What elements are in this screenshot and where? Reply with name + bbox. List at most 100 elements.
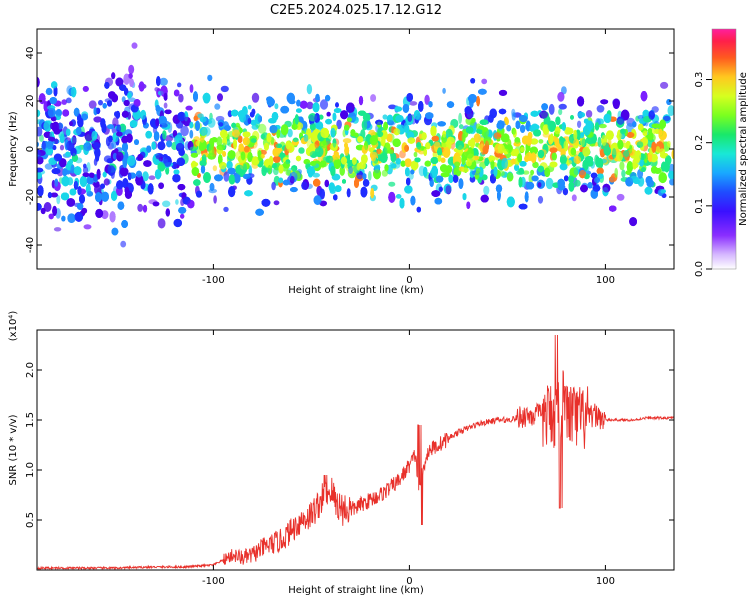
heatmap-cell xyxy=(332,112,337,122)
heatmap-cell xyxy=(148,175,156,180)
heatmap-cell xyxy=(176,142,185,152)
heatmap-cell xyxy=(180,213,185,219)
heatmap-cell xyxy=(220,129,228,139)
heatmap-cell xyxy=(157,141,166,151)
heatmap-cell xyxy=(346,188,351,198)
heatmap-cell xyxy=(171,161,178,170)
heatmap-cell xyxy=(207,152,216,160)
heatmap-cell xyxy=(102,103,107,109)
heatmap-cell xyxy=(333,158,341,170)
heatmap-cell xyxy=(483,185,490,196)
heatmap-cell xyxy=(606,130,614,140)
heatmap-cell xyxy=(641,136,648,146)
heatmap-cell xyxy=(231,109,239,117)
heatmap-cell xyxy=(520,146,525,153)
heatmap-cell xyxy=(76,202,84,210)
heatmap-cell xyxy=(641,167,646,172)
heatmap-cell xyxy=(39,134,44,142)
heatmap-cell xyxy=(306,101,314,110)
heatmap-cell xyxy=(382,114,388,120)
heatmap-cell xyxy=(69,121,73,126)
heatmap-cell xyxy=(560,154,567,165)
heatmap-cell xyxy=(306,84,313,95)
heatmap-cell xyxy=(145,130,152,139)
heatmap-cell xyxy=(127,155,136,166)
heatmap-cell xyxy=(465,126,474,134)
heatmap-cell xyxy=(390,152,397,163)
heatmap-cell xyxy=(138,81,145,92)
heatmap-cell xyxy=(208,188,217,194)
heatmap-cell xyxy=(122,157,127,169)
heatmap-cell xyxy=(570,147,576,156)
heatmap-cell xyxy=(388,104,397,110)
heatmap-cell xyxy=(539,110,548,119)
heatmap-cell xyxy=(568,175,575,183)
heatmap-cell xyxy=(326,111,331,117)
heatmap-cell xyxy=(314,146,324,158)
heatmap-cell xyxy=(402,104,410,113)
heatmap-cell xyxy=(157,218,166,229)
heatmap-cell xyxy=(296,99,301,107)
heatmap-cell xyxy=(369,135,378,146)
heatmap-cell xyxy=(129,78,134,87)
heatmap-cell xyxy=(434,197,443,205)
heatmap-cell xyxy=(466,201,471,209)
heatmap-cell xyxy=(490,160,495,170)
heatmap-cell xyxy=(448,174,454,183)
heatmap-cell xyxy=(581,138,587,148)
heatmap-cell xyxy=(116,131,123,137)
heatmap-cell xyxy=(162,200,171,208)
heatmap-cell xyxy=(424,94,430,106)
heatmap-cell xyxy=(519,161,527,167)
heatmap-cell xyxy=(333,108,342,113)
heatmap-cell xyxy=(632,158,637,170)
heatmap-cell xyxy=(258,123,267,134)
heatmap-cell xyxy=(549,161,558,168)
heatmap-cell xyxy=(639,159,644,167)
heatmap-cell xyxy=(476,96,480,107)
heatmap-cell xyxy=(344,145,350,156)
heatmap-cell xyxy=(395,194,402,199)
heatmap-cell xyxy=(531,175,539,182)
heatmap-cell xyxy=(108,135,113,143)
heatmap-cell xyxy=(442,130,447,138)
heatmap-cell xyxy=(335,102,339,108)
heatmap-cell xyxy=(226,160,233,170)
heatmap-cell xyxy=(44,163,54,170)
heatmap-cell xyxy=(358,110,366,116)
heatmap-cell xyxy=(163,102,168,109)
heatmap-cell xyxy=(368,170,372,181)
heatmap-cell xyxy=(430,157,439,164)
heatmap-cell xyxy=(408,172,414,180)
heatmap-cell xyxy=(614,167,618,178)
heatmap-cell xyxy=(220,85,229,93)
heatmap-cell xyxy=(312,172,320,178)
heatmap-cell xyxy=(518,203,528,210)
heatmap-cell xyxy=(500,133,510,143)
heatmap-cell xyxy=(189,146,197,151)
heatmap-cell xyxy=(522,170,530,175)
heatmap-cell xyxy=(280,105,290,114)
heatmap-cell xyxy=(518,167,524,174)
heatmap-cell xyxy=(520,124,526,133)
heatmap-cell xyxy=(208,144,215,156)
heatmap-cell xyxy=(545,177,554,190)
heatmap-cell xyxy=(319,99,329,110)
heatmap-cell xyxy=(404,144,409,152)
heatmap-cell xyxy=(103,178,110,186)
heatmap-cell xyxy=(111,72,116,80)
heatmap-cell xyxy=(577,96,585,107)
heatmap-cell xyxy=(425,112,434,120)
heatmap-cell xyxy=(506,172,514,182)
heatmap-cell xyxy=(574,179,581,187)
heatmap-cell xyxy=(213,195,217,204)
spectrogram-heatmap xyxy=(37,42,674,248)
heatmap-cell xyxy=(480,194,489,203)
heatmap-cell xyxy=(669,178,674,186)
heatmap-cell xyxy=(342,179,346,184)
heatmap-cell xyxy=(200,165,206,174)
heatmap-cell xyxy=(373,168,381,180)
heatmap-cell xyxy=(53,86,58,97)
heatmap-cell xyxy=(325,118,332,125)
heatmap-cell xyxy=(162,130,167,140)
